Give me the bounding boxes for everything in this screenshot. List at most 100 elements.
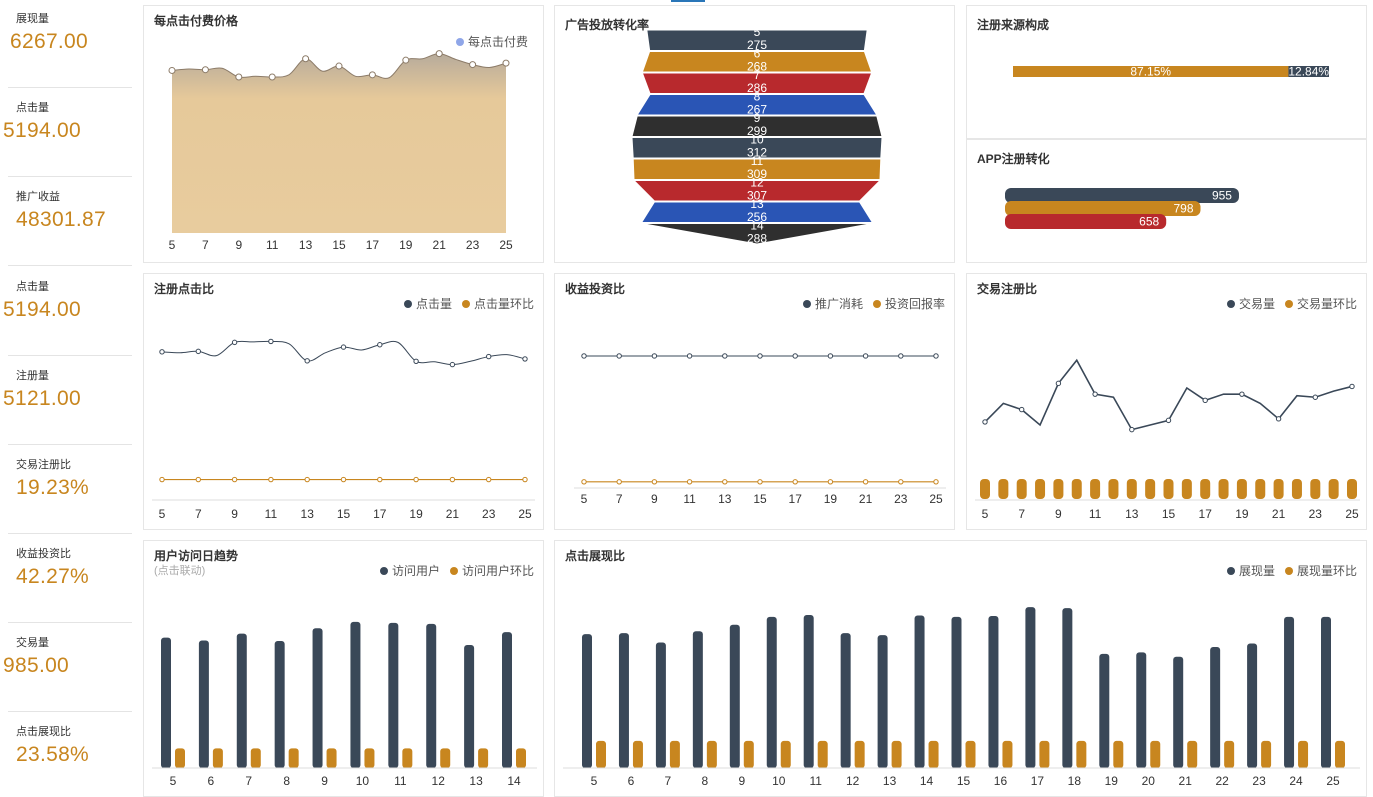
x-tick-label: 21 — [446, 507, 460, 521]
bar-secondary — [1150, 740, 1161, 768]
x-tick-label: 6 — [628, 774, 635, 788]
bar-primary — [350, 621, 361, 768]
bar-primary — [988, 615, 999, 768]
data-point — [792, 479, 798, 485]
x-tick-label: 7 — [616, 492, 623, 506]
x-tick-label: 5 — [159, 507, 166, 521]
panel-app: APP注册转化 955 798 658 — [966, 139, 1367, 263]
app-bar — [1005, 201, 1201, 216]
bar-secondary — [817, 740, 828, 768]
panel-funnel: 广告投放转化率 5 275 6 268 7 286 8 267 9 299 10 312 11 309 12… — [554, 5, 955, 263]
x-tick-label: 19 — [399, 238, 413, 252]
legend-label: 展现量环比 — [1297, 564, 1357, 578]
x-tick-label: 15 — [957, 774, 971, 788]
divider — [8, 622, 132, 623]
x-tick-label: 19 — [409, 507, 423, 521]
kpi-label: 展现量 — [16, 13, 49, 25]
app-bar-label: 955 — [1212, 189, 1232, 203]
data-point — [449, 361, 456, 368]
x-tick-label: 18 — [1068, 774, 1082, 788]
x-tick-label: 13 — [718, 492, 732, 506]
funnel-segment-value: 312 — [747, 146, 767, 160]
bar-primary — [1062, 608, 1073, 768]
bar-primary — [388, 622, 399, 768]
x-tick-label: 11 — [266, 238, 279, 252]
legend-label: 点击量 — [416, 297, 452, 311]
bar-primary — [1210, 646, 1221, 768]
data-point — [651, 479, 658, 485]
bar-secondary — [364, 748, 375, 768]
data-point — [1129, 426, 1135, 433]
bar-primary — [1173, 656, 1184, 768]
trade-ratio-bar — [1218, 479, 1229, 499]
bar-primary — [312, 628, 323, 768]
x-tick-label: 7 — [245, 774, 252, 788]
x-tick-label: 25 — [1345, 507, 1359, 521]
bar-secondary — [175, 748, 185, 768]
x-tick-label: 9 — [231, 507, 238, 521]
trade-ratio-bar — [998, 479, 1009, 499]
panel-roi: 收益投资比 5 7 9 11 13 15 17 19 21 23 25 投资回报率 推广消耗 — [554, 273, 955, 530]
data-point — [435, 50, 443, 58]
trade-ratio-bar — [1145, 479, 1156, 499]
data-point — [933, 353, 939, 359]
funnel-segment-value: 286 — [747, 81, 767, 95]
legend-dot — [803, 300, 811, 308]
bar-primary — [877, 635, 888, 768]
data-point — [1275, 416, 1282, 422]
kpi-card-roi: 收益投资比 42.27% — [0, 535, 132, 623]
kpi-value: 985.00 — [3, 654, 70, 677]
panel-title: APP注册转化 — [977, 152, 1050, 166]
data-point — [757, 479, 763, 485]
x-tick-label: 11 — [683, 492, 696, 506]
bar-secondary — [212, 748, 223, 768]
data-point — [195, 476, 201, 483]
kpi-card-registrations: 注册量 5121.00 — [0, 357, 132, 445]
trade-ratio-bar — [1163, 479, 1174, 499]
x-tick-label: 15 — [753, 492, 767, 506]
funnel-segment-label: 9 — [754, 111, 761, 125]
x-tick-label: 6 — [208, 774, 215, 788]
funnel-segment-value: 275 — [747, 38, 767, 52]
panel-subtitle-link[interactable]: (点击联动) — [154, 565, 206, 577]
trade-ratio-bar — [1236, 479, 1247, 499]
bar-secondary — [1113, 740, 1124, 768]
x-tick-label: 25 — [518, 507, 532, 521]
legend-label: 交易量 — [1239, 296, 1275, 311]
divider — [8, 533, 132, 534]
data-point — [1019, 406, 1025, 413]
funnel-segment — [640, 201, 874, 223]
source-stacked-bar: 87.15% 12.84% — [1013, 65, 1329, 79]
x-tick-label: 9 — [235, 238, 242, 252]
x-tick-label: 23 — [894, 492, 908, 506]
divider — [8, 87, 132, 88]
data-point — [402, 56, 410, 64]
kpi-value: 23.58% — [16, 743, 90, 766]
stacked-bar-segment — [1288, 66, 1329, 77]
kpi-label: 交易量 — [16, 637, 49, 649]
x-tick-label: 21 — [433, 238, 447, 252]
funnel-segment — [641, 72, 873, 94]
trade-ratio-bar — [1291, 479, 1302, 499]
panel-title: 用户访问日趋势 — [154, 549, 239, 563]
data-point — [195, 348, 201, 355]
trade-ratio-bar — [1328, 479, 1339, 499]
x-tick-label: 11 — [1089, 507, 1102, 521]
kpi-value: 5194.00 — [3, 119, 82, 142]
kpi-value: 48301.87 — [16, 208, 106, 231]
kpi-card-impressions: 展现量 6267.00 — [0, 0, 132, 88]
visits-bar-chart: 5 6 7 8 9 10 11 12 13 14 访问用户环比 访问用户 — [152, 563, 537, 788]
funnel-segment-label: 7 — [754, 68, 761, 82]
segment-label: 12.84% — [1288, 65, 1329, 79]
x-tick-label: 19 — [1235, 507, 1249, 521]
bar-primary — [618, 633, 629, 768]
x-tick-label: 23 — [1309, 507, 1323, 521]
bar-secondary — [1224, 740, 1235, 768]
bar-secondary — [965, 740, 976, 768]
data-point — [827, 353, 834, 359]
data-point — [502, 59, 510, 67]
bar-secondary — [1002, 740, 1013, 768]
x-tick-label: 15 — [337, 507, 351, 521]
data-point — [469, 61, 477, 69]
x-tick-label: 17 — [1199, 507, 1213, 521]
